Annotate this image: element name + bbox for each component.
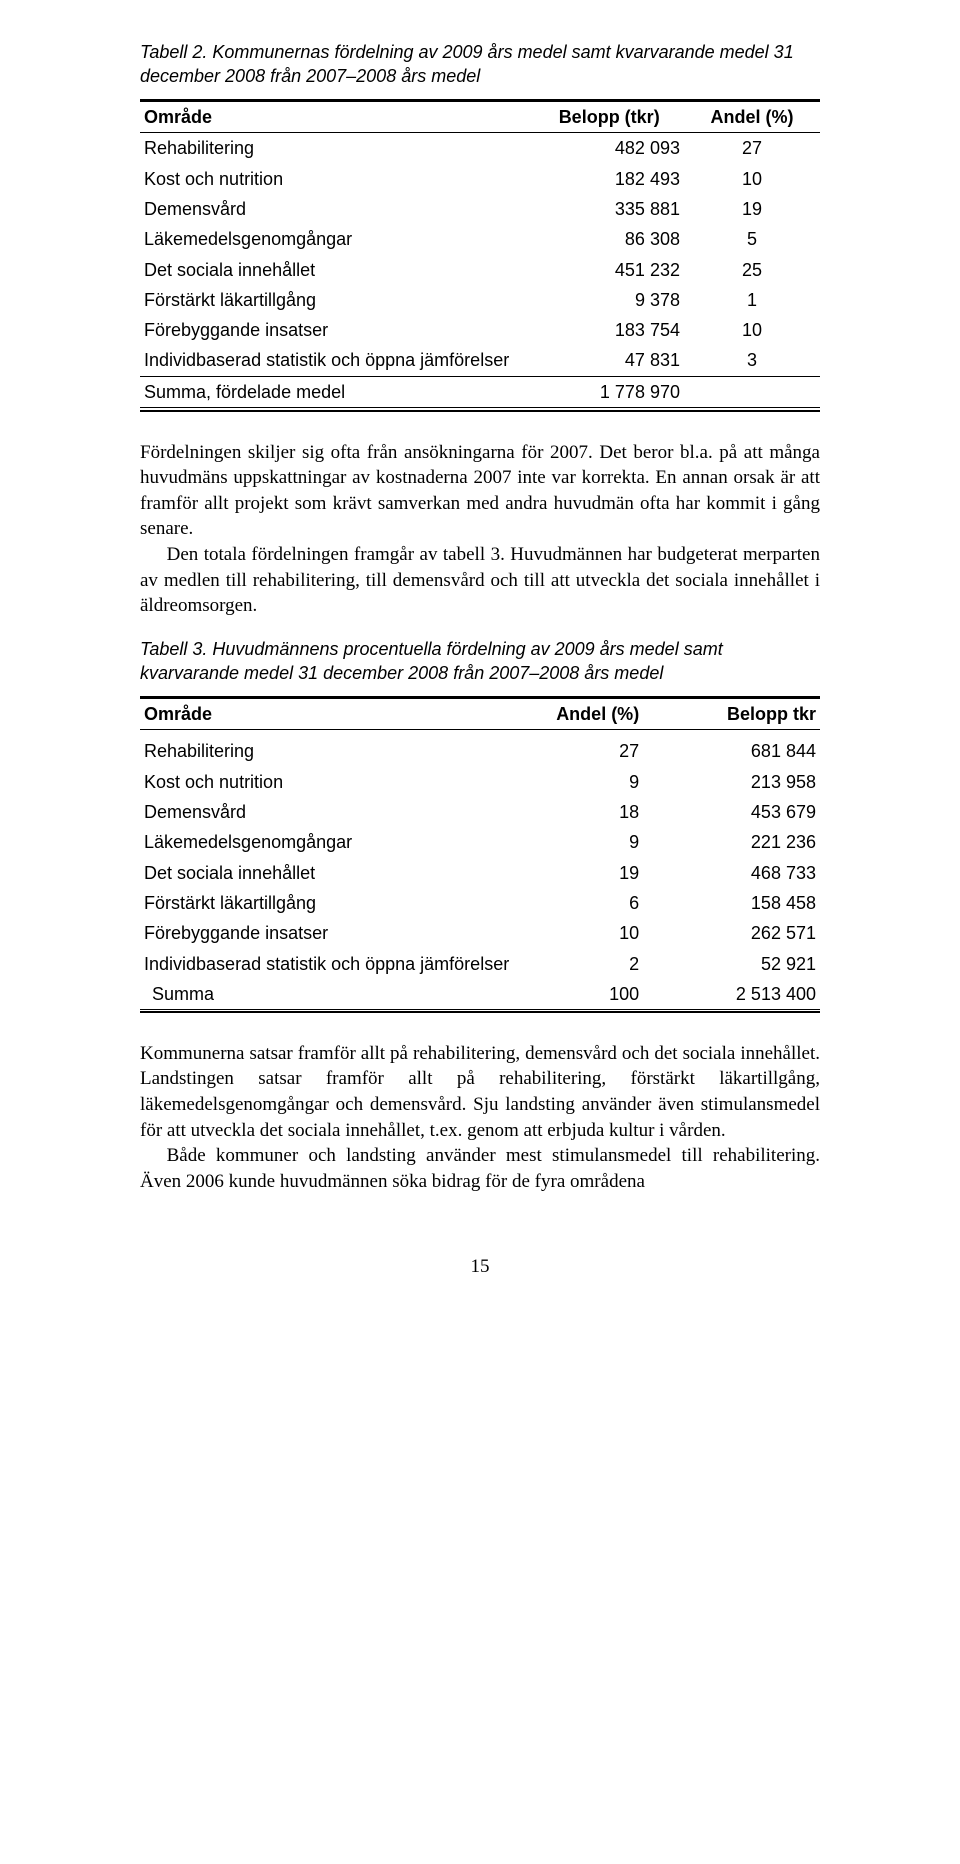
table-row: Rehabilitering 482 093 27 (140, 133, 820, 164)
cell-amount: 86 308 (534, 224, 684, 254)
table-row: Demensvård 335 881 19 (140, 194, 820, 224)
table2-h-pct: Andel (%) (521, 699, 643, 730)
cell-area: Kost och nutrition (140, 767, 521, 797)
page-number: 15 (140, 1254, 820, 1280)
table1-h-pct: Andel (%) (684, 102, 820, 133)
table-row: Det sociala innehållet 451 232 25 (140, 255, 820, 285)
table1-h-amount: Belopp (tkr) (534, 102, 684, 133)
cell-amount: 47 831 (534, 345, 684, 376)
table-row: Läkemedelsgenomgångar 9 221 236 (140, 827, 820, 857)
cell-pct: 25 (684, 255, 820, 285)
cell-area: Läkemedelsgenomgångar (140, 224, 534, 254)
table-row: Förebyggande insatser 10 262 571 (140, 918, 820, 948)
cell-pct: 27 (521, 736, 643, 766)
cell-area: Individbaserad statistik och öppna jämfö… (140, 345, 534, 376)
cell-amount: 2 513 400 (643, 979, 820, 1010)
cell-amount: 213 958 (643, 767, 820, 797)
cell-area: Läkemedelsgenomgångar (140, 827, 521, 857)
cell-area: Förstärkt läkartillgång (140, 285, 534, 315)
table-row: Förstärkt läkartillgång 6 158 458 (140, 888, 820, 918)
cell-pct: 27 (684, 133, 820, 164)
cell-amount: 183 754 (534, 315, 684, 345)
cell-area: Demensvård (140, 194, 534, 224)
table2-sum-row: Summa 100 2 513 400 (140, 979, 820, 1010)
cell-pct (684, 376, 820, 407)
table-row: Individbaserad statistik och öppna jämfö… (140, 949, 820, 979)
cell-area: Förebyggande insatser (140, 315, 534, 345)
table-row: Läkemedelsgenomgångar 86 308 5 (140, 224, 820, 254)
cell-amount: 52 921 (643, 949, 820, 979)
cell-area: Det sociala innehållet (140, 255, 534, 285)
cell-area: Rehabilitering (140, 133, 534, 164)
cell-amount: 681 844 (643, 736, 820, 766)
table1: Område Belopp (tkr) Andel (%) Rehabilite… (140, 99, 820, 412)
cell-amount: 158 458 (643, 888, 820, 918)
table1-h-area: Område (140, 102, 534, 133)
cell-pct: 6 (521, 888, 643, 918)
table2: Område Andel (%) Belopp tkr Rehabiliteri… (140, 696, 820, 1013)
cell-area: Demensvård (140, 797, 521, 827)
cell-pct: 10 (684, 164, 820, 194)
table-row: Kost och nutrition 182 493 10 (140, 164, 820, 194)
cell-pct: 18 (521, 797, 643, 827)
cell-amount: 182 493 (534, 164, 684, 194)
cell-pct: 100 (521, 979, 643, 1010)
cell-pct: 2 (521, 949, 643, 979)
cell-area: Summa (140, 979, 521, 1010)
cell-amount: 468 733 (643, 858, 820, 888)
table-row: Förstärkt läkartillgång 9 378 1 (140, 285, 820, 315)
cell-area: Kost och nutrition (140, 164, 534, 194)
cell-amount: 451 232 (534, 255, 684, 285)
cell-amount: 453 679 (643, 797, 820, 827)
cell-area: Förstärkt läkartillgång (140, 888, 521, 918)
table1-caption: Tabell 2. Kommunernas fördelning av 2009… (140, 40, 820, 89)
cell-area: Rehabilitering (140, 736, 521, 766)
body-para-1: Fördelningen skiljer sig ofta från ansök… (140, 440, 820, 619)
para: Den totala fördelningen framgår av tabel… (140, 542, 820, 619)
cell-pct: 10 (684, 315, 820, 345)
cell-amount: 482 093 (534, 133, 684, 164)
table1-sum-row: Summa, fördelade medel 1 778 970 (140, 376, 820, 407)
cell-pct: 10 (521, 918, 643, 948)
cell-pct: 9 (521, 827, 643, 857)
table2-caption-rest: Huvudmännens procentuella fördelning av … (140, 639, 723, 683)
cell-amount: 335 881 (534, 194, 684, 224)
cell-amount: 9 378 (534, 285, 684, 315)
para: Både kommuner och landsting använder mes… (140, 1143, 820, 1194)
table-row: Demensvård 18 453 679 (140, 797, 820, 827)
cell-pct: 9 (521, 767, 643, 797)
cell-amount: 221 236 (643, 827, 820, 857)
cell-pct: 3 (684, 345, 820, 376)
cell-pct: 19 (684, 194, 820, 224)
para: Fördelningen skiljer sig ofta från ansök… (140, 440, 820, 543)
table2-h-amount: Belopp tkr (643, 699, 820, 730)
table2-caption: Tabell 3. Huvudmännens procentuella förd… (140, 637, 820, 686)
cell-area: Individbaserad statistik och öppna jämfö… (140, 949, 521, 979)
table2-h-area: Område (140, 699, 521, 730)
cell-area: Förebyggande insatser (140, 918, 521, 948)
table-row: Kost och nutrition 9 213 958 (140, 767, 820, 797)
table1-caption-label: Tabell 2. (140, 42, 207, 62)
para: Kommunerna satsar framför allt på rehabi… (140, 1041, 820, 1144)
cell-pct: 5 (684, 224, 820, 254)
cell-amount: 1 778 970 (534, 376, 684, 407)
table-row: Individbaserad statistik och öppna jämfö… (140, 345, 820, 376)
table-row: Förebyggande insatser 183 754 10 (140, 315, 820, 345)
table2-caption-label: Tabell 3. (140, 639, 207, 659)
body-para-2: Kommunerna satsar framför allt på rehabi… (140, 1041, 820, 1195)
cell-area: Summa, fördelade medel (140, 376, 534, 407)
cell-pct: 19 (521, 858, 643, 888)
table1-caption-rest: Kommunernas fördelning av 2009 års medel… (140, 42, 794, 86)
table-row: Rehabilitering 27 681 844 (140, 736, 820, 766)
cell-area: Det sociala innehållet (140, 858, 521, 888)
cell-amount: 262 571 (643, 918, 820, 948)
cell-pct: 1 (684, 285, 820, 315)
table-row: Det sociala innehållet 19 468 733 (140, 858, 820, 888)
